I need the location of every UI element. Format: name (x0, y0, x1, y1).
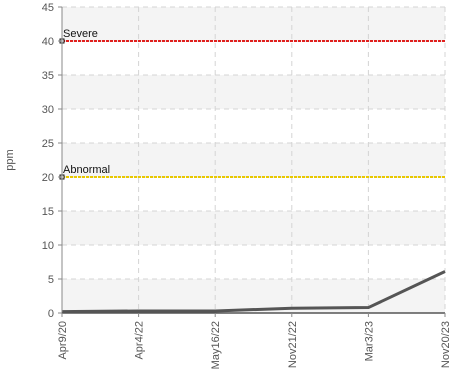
series-line (61, 270, 446, 314)
y-tick-label: 5 (48, 274, 54, 286)
x-tick-label: Apr4/22 (134, 321, 146, 360)
threshold-label: Severe (63, 28, 98, 40)
x-tick-label: Nov21/22 (287, 321, 299, 368)
background-band (62, 245, 445, 279)
background-band (62, 211, 445, 245)
y-tick-label: 0 (48, 308, 54, 320)
background-bands (62, 7, 445, 313)
background-band (62, 7, 445, 41)
x-tick-label: Mar3/23 (363, 321, 375, 361)
y-tick-label: 15 (42, 206, 54, 218)
y-tick-label: 20 (42, 172, 54, 184)
x-tick-label: May16/22 (210, 321, 222, 369)
background-band (62, 109, 445, 143)
y-tick-label: 40 (42, 36, 54, 48)
y-axis-label: ppm (4, 149, 16, 170)
y-tick-label: 10 (42, 240, 54, 252)
y-tick-label: 35 (42, 70, 54, 82)
x-tick-label: Apr9/20 (57, 321, 69, 360)
y-tick-label: 45 (42, 2, 54, 14)
background-band (62, 75, 445, 109)
y-tick-label: 25 (42, 138, 54, 150)
background-band (62, 143, 445, 177)
series-group (61, 270, 446, 314)
x-tick-labels: Apr9/20 Apr4/22 May16/22 Nov21/22 Mar3/23 Nov… (57, 321, 452, 369)
axes (58, 6, 446, 317)
x-tick-label: Nov20/23 (440, 321, 452, 368)
threshold-label: Abnormal (63, 164, 110, 176)
grid-lines (61, 6, 446, 313)
background-band (62, 41, 445, 75)
y-tick-labels: 0 5 10 15 20 25 30 35 40 45 (42, 2, 54, 320)
background-band (62, 177, 445, 211)
y-tick-label: 30 (42, 104, 54, 116)
background-band (62, 279, 445, 313)
